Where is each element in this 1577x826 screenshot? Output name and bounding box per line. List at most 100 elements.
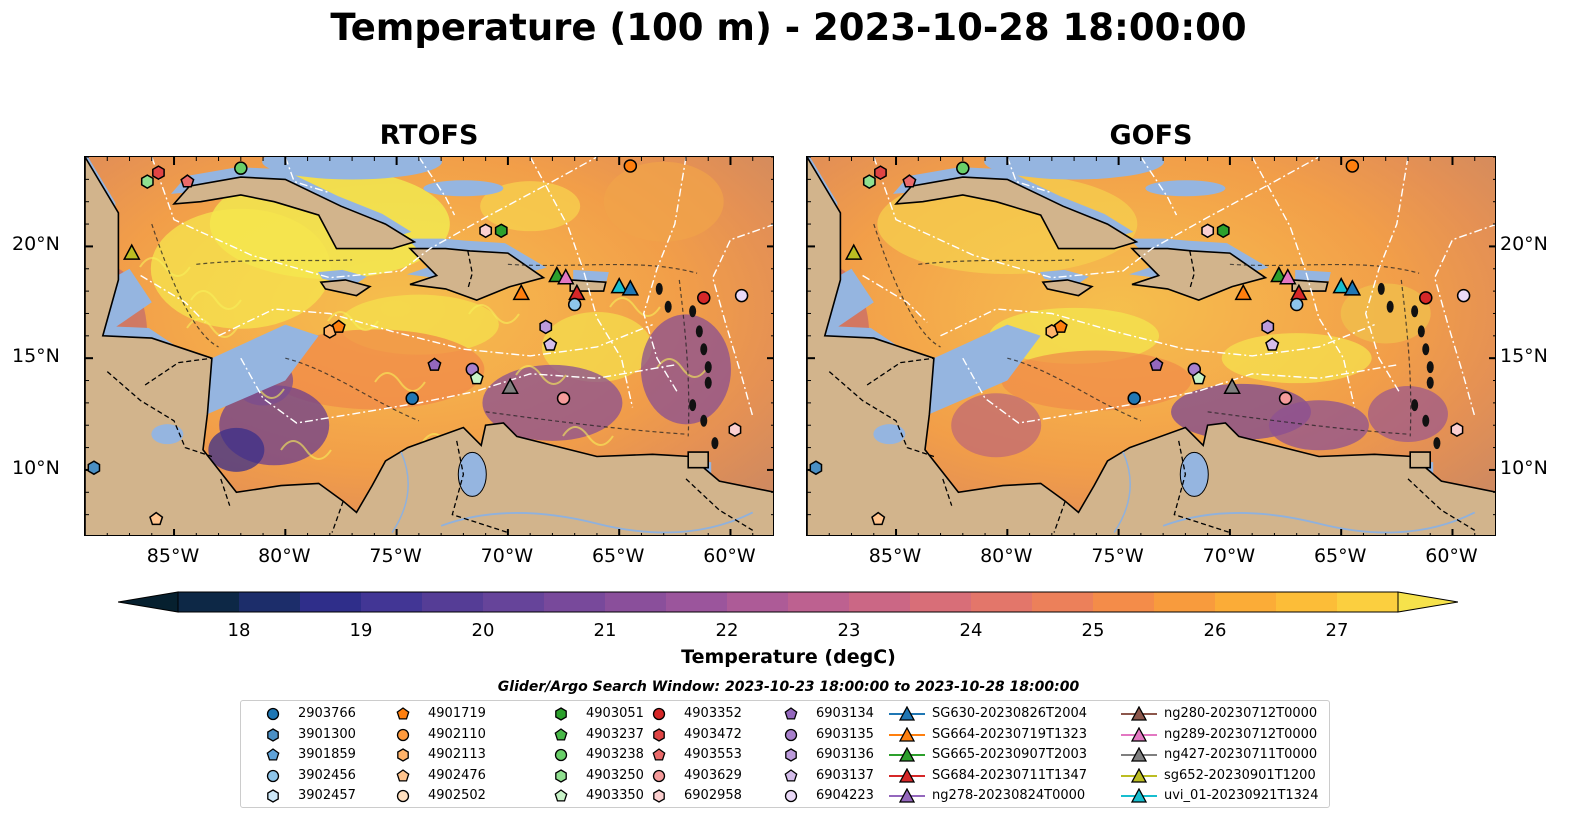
colorbar-band [178,592,240,612]
legend: 2903766 3901300 3901859 3902456 3902457 49017… [240,700,1330,808]
observation-marker [140,174,154,189]
lon-tick-label: 75°W [369,545,422,567]
observation-marker [556,391,571,406]
observation-marker [501,377,519,394]
legend-item-label: 6903134 [816,706,874,721]
legend-hexagon-icon [555,768,567,783]
observation-marker [734,288,749,303]
colorbar-band [361,592,423,612]
legend-circle-icon [396,789,410,803]
legend-item-label: SG665-20230907T2003 [932,747,1088,762]
lon-tick-label: 85°W [868,545,922,567]
colorbar-tick-label: 19 [349,620,373,641]
colorbar-label: Temperature (degC) [681,646,896,668]
legend-triangle-icon [1121,767,1157,783]
colorbar-band [1276,592,1338,612]
observation-marker [1332,277,1350,294]
legend-triangle-icon [1121,726,1157,742]
legend-hexagon-icon [653,727,665,742]
colorbar-tick-label: 24 [959,620,983,641]
legend-item-label: 4903629 [684,767,742,783]
rtofs-map-canvas [85,157,773,535]
legend-triangle-icon [889,706,925,721]
observation-marker [1223,377,1241,394]
observation-marker [543,337,558,351]
legend-item-label: 3901300 [298,726,356,742]
legend-circle-icon [554,748,568,762]
observation-marker [902,174,917,188]
observation-marker [1234,283,1253,301]
legend-item-label: SG684-20230711T1347 [932,767,1088,783]
legend-item-label: 4902110 [428,726,486,742]
lon-tick-label: 65°W [591,545,645,567]
observation-marker [1289,297,1304,312]
legend-circle-icon [652,769,666,782]
legend-item-label: SG664-20230719T1323 [932,726,1088,742]
colorbar-band [666,592,728,612]
observation-marker [610,277,628,294]
legend-pentagon-icon [652,748,666,761]
colorbar-max-extend [1397,591,1458,613]
legend-item-label: 4902113 [428,747,486,762]
observation-marker [1278,391,1293,406]
observation-marker [405,391,419,406]
observation-marker [1345,159,1360,173]
colorbar-band [605,592,667,612]
legend-circle-icon [784,789,798,803]
lat-tick-label: 10°N [12,456,60,479]
lon-tick-label: 70°W [1202,545,1256,567]
legend-item-label: 4903237 [586,726,644,742]
observation-marker [1279,268,1297,285]
observation-marker [844,243,863,260]
lon-tick-label: 85°W [146,545,200,567]
colorbar-band [1032,592,1094,612]
observation-marker [234,161,248,175]
legend-item-label: 2903766 [298,706,356,721]
legend-hexagon-icon [267,789,279,803]
observation-marker [87,460,101,476]
legend-pentagon-icon [396,707,410,720]
observation-marker [862,174,876,189]
colorbar-band [1154,592,1216,612]
colorbar-band [483,592,545,612]
legend-item-label: 4902476 [428,767,486,783]
observation-marker [180,174,195,188]
legend-circle-icon [396,728,410,741]
legend-hexagon-icon [785,748,797,762]
lon-tick-label: 80°W [980,545,1033,567]
observation-marker [469,370,484,385]
legend-pentagon-icon [784,768,798,782]
legend-item-label: 6904223 [816,788,874,803]
legend-item-label: 6903135 [816,726,874,742]
legend-circle-icon [266,769,280,782]
legend-item-label: 3902457 [298,788,356,803]
legend-hexagon-icon [555,707,567,721]
rtofs-panel-title: RTOFS [379,120,479,151]
legend-circle-icon [266,707,280,721]
colorbar-band [239,592,301,612]
observation-marker [122,243,141,260]
legend-item-label: 4903250 [586,767,644,783]
colorbar-tick-label: 27 [1325,620,1349,641]
legend-item-label: 4901719 [428,706,486,721]
legend-triangle-icon [889,726,925,742]
colorbar-tick-label: 23 [837,620,861,641]
observation-marker [539,319,553,335]
colorbar-tick-label: 25 [1081,620,1105,641]
lon-tick-label: 65°W [1313,545,1367,567]
observation-marker [494,223,508,239]
observation-marker [331,319,346,333]
observation-marker [152,165,165,180]
observation-marker [1456,288,1471,303]
colorbar-tick-label: 26 [1203,620,1227,641]
observation-marker [1419,291,1433,305]
observation-marker [1191,370,1206,385]
legend-pentagon-icon [784,707,798,720]
gofs-panel-title: GOFS [1109,120,1193,151]
legend-item-label: ng278-20230824T0000 [932,788,1086,803]
colorbar-tick-label: 22 [715,620,739,641]
observation-marker [149,511,164,526]
search-window-caption: Glider/Argo Search Window: 2023-10-23 18… [497,679,1080,695]
observation-marker [1149,357,1164,371]
colorbar-tick-label: 21 [593,620,617,641]
